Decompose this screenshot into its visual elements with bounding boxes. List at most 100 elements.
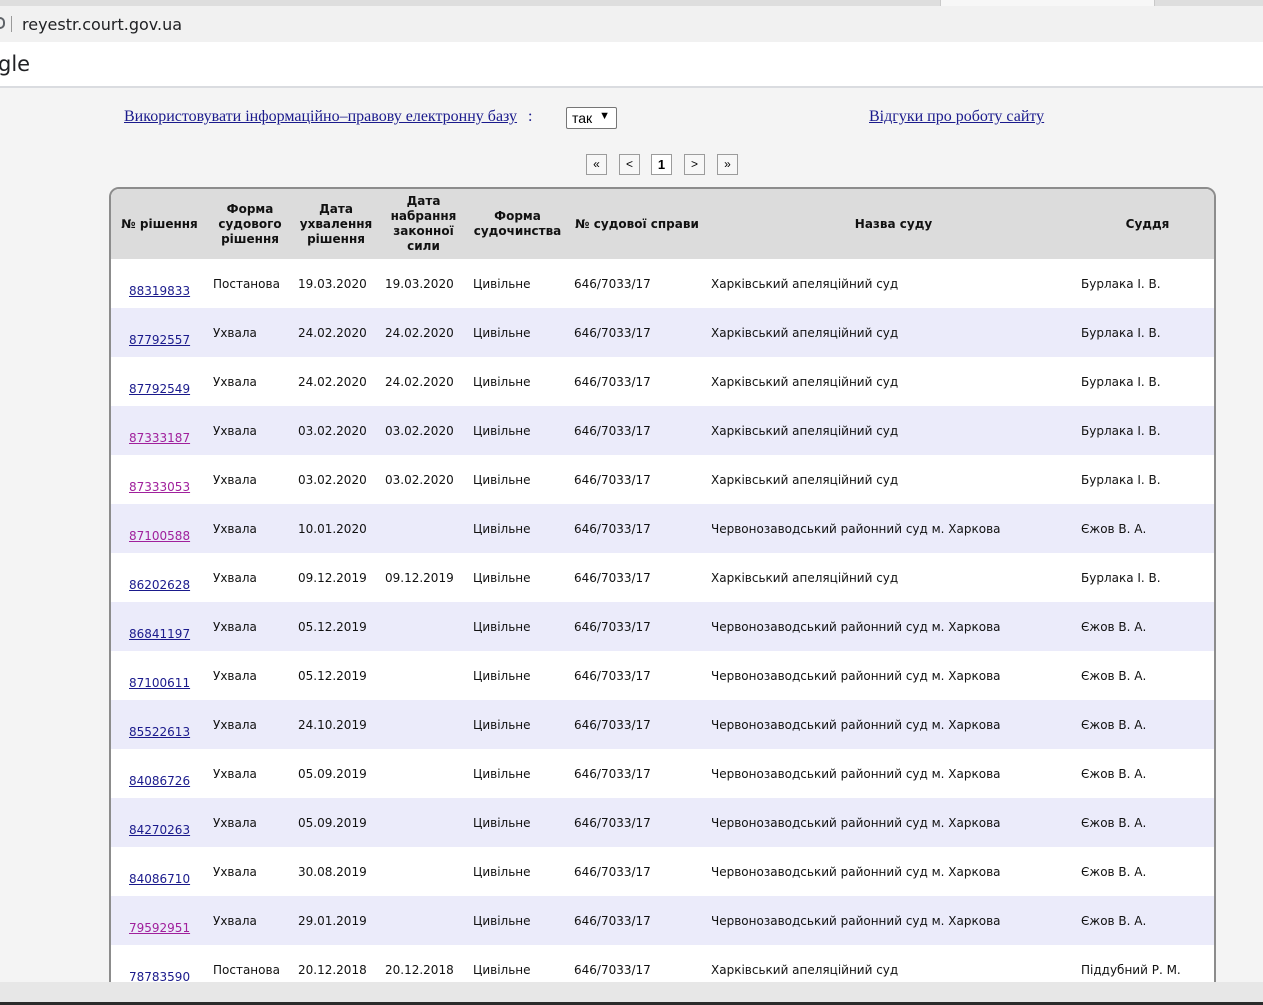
decision-form-cell: Ухвала [208,357,292,406]
first-page-button[interactable]: « [586,154,607,175]
decision-link[interactable]: 79592951 [129,921,190,935]
proceeding-form-cell: Цивільне [467,357,568,406]
decision-link[interactable]: 87792549 [129,382,190,396]
decision-form-cell: Ухвала [208,896,292,945]
case-number-cell: 646/7033/17 [568,651,706,700]
decision-link[interactable]: 86841197 [129,627,190,641]
court-name-cell: Харківський апеляційний суд [706,406,1081,455]
address-divider [11,16,12,32]
header-decision-number[interactable]: № рішення [111,189,208,259]
bookmark-bar: gle [0,42,1263,88]
judge-cell: Єжов В. А. [1081,847,1214,896]
proceeding-form-cell: Цивільне [467,700,568,749]
decision-link[interactable]: 84086710 [129,872,190,886]
legal-force-date-cell [380,651,467,700]
case-number-cell: 646/7033/17 [568,357,706,406]
use-legal-base-select[interactable]: так ▼ [566,107,617,129]
judge-cell: Єжов В. А. [1081,896,1214,945]
case-number-cell: 646/7033/17 [568,553,706,602]
decision-date-cell: 05.12.2019 [292,651,380,700]
judge-cell: Бурлака І. В. [1081,455,1214,504]
url-text[interactable]: reyestr.court.gov.ua [22,15,182,34]
decision-form-cell: Ухвала [208,406,292,455]
header-decision-date[interactable]: Дата ухвалення рішення [292,189,380,259]
last-page-button[interactable]: » [717,154,738,175]
decision-number-cell: 87100588 [111,504,208,553]
legal-force-date-cell [380,504,467,553]
proceeding-form-cell: Цивільне [467,406,568,455]
decision-date-cell: 05.09.2019 [292,798,380,847]
judge-cell: Бурлака І. В. [1081,406,1214,455]
decision-link[interactable]: 84086726 [129,774,190,788]
google-logo-fragment[interactable]: gle [0,52,30,76]
decision-number-cell: 84086726 [111,749,208,798]
header-case-number[interactable]: № судової справи [568,189,706,259]
table-row: 79592951 Ухвала 29.01.2019 Цивільне 646/7033… [111,896,1214,945]
decision-form-cell: Постанова [208,945,292,982]
legal-force-date-cell [380,896,467,945]
table-row: 87792557 Ухвала 24.02.2020 24.02.2020 Цивіль… [111,308,1214,357]
case-number-cell: 646/7033/17 [568,455,706,504]
decision-link[interactable]: 84270263 [129,823,190,837]
decision-date-cell: 20.12.2018 [292,945,380,982]
use-legal-base-link[interactable]: Використовувати інформаційно–правову еле… [124,108,517,126]
header-court-name[interactable]: Назва суду [706,189,1081,259]
decision-date-cell: 09.12.2019 [292,553,380,602]
next-page-button[interactable]: > [684,154,705,175]
table-row: 87100611 Ухвала 05.12.2019 Цивільне 646/7033… [111,651,1214,700]
judge-cell: Бурлака І. В. [1081,357,1214,406]
site-feedback-link[interactable]: Відгуки про роботу сайту [869,108,1044,126]
proceeding-form-cell: Цивільне [467,847,568,896]
decision-link[interactable]: 87100588 [129,529,190,543]
decision-link[interactable]: 87333053 [129,480,190,494]
decision-form-cell: Постанова [208,259,292,308]
decision-link[interactable]: 88319833 [129,284,190,298]
case-number-cell: 646/7033/17 [568,798,706,847]
proceeding-form-cell: Цивільне [467,455,568,504]
case-number-cell: 646/7033/17 [568,504,706,553]
prev-page-button[interactable]: < [619,154,640,175]
decision-number-cell: 88319833 [111,259,208,308]
decision-link[interactable]: 87100611 [129,676,190,690]
table-row: 87333053 Ухвала 03.02.2020 03.02.2020 Цивіль… [111,455,1214,504]
table-row: 87100588 Ухвала 10.01.2020 Цивільне 646/7033… [111,504,1214,553]
court-name-cell: Харківський апеляційний суд [706,553,1081,602]
proceeding-form-cell: Цивільне [467,553,568,602]
decision-link[interactable]: 86202628 [129,578,190,592]
table-header-row: № рішення Форма судового рішення Дата ух… [111,189,1214,259]
decision-link[interactable]: 87333187 [129,431,190,445]
court-name-cell: Харківський апеляційний суд [706,259,1081,308]
decision-link[interactable]: 85522613 [129,725,190,739]
decision-link[interactable]: 87792557 [129,333,190,347]
decision-number-cell: 84086710 [111,847,208,896]
case-number-cell: 646/7033/17 [568,406,706,455]
site-info-icon[interactable] [0,17,5,29]
legal-force-date-cell: 24.02.2020 [380,308,467,357]
court-name-cell: Червонозаводський районний суд м. Харков… [706,602,1081,651]
header-judge[interactable]: Суддя [1081,189,1214,259]
header-legal-force-date[interactable]: Дата набрання законної сили [380,189,467,259]
decision-date-cell: 24.02.2020 [292,357,380,406]
current-page-button[interactable]: 1 [651,154,672,175]
proceeding-form-cell: Цивільне [467,602,568,651]
header-decision-form[interactable]: Форма судового рішення [208,189,292,259]
address-bar[interactable]: reyestr.court.gov.ua [0,6,1263,42]
decision-number-cell: 86841197 [111,602,208,651]
table-row: 86841197 Ухвала 05.12.2019 Цивільне 646/7033… [111,602,1214,651]
header-proceeding-form[interactable]: Форма судочинства [467,189,568,259]
decision-form-cell: Ухвала [208,847,292,896]
court-name-cell: Червонозаводський районний суд м. Харков… [706,896,1081,945]
judge-cell: Єжов В. А. [1081,700,1214,749]
legal-force-date-cell [380,749,467,798]
decision-form-cell: Ухвала [208,798,292,847]
proceeding-form-cell: Цивільне [467,308,568,357]
decision-number-cell: 79592951 [111,896,208,945]
decision-link[interactable]: 78783590 [129,970,190,983]
table-row: 88319833 Постанова 19.03.2020 19.03.2020 Цив… [111,259,1214,308]
table-row: 84086710 Ухвала 30.08.2019 Цивільне 646/7033… [111,847,1214,896]
table-row: 78783590 Постанова 20.12.2018 20.12.2018 Цив… [111,945,1214,982]
legal-force-date-cell [380,602,467,651]
judge-cell: Бурлака І. В. [1081,259,1214,308]
decision-date-cell: 30.08.2019 [292,847,380,896]
court-name-cell: Харківський апеляційний суд [706,308,1081,357]
